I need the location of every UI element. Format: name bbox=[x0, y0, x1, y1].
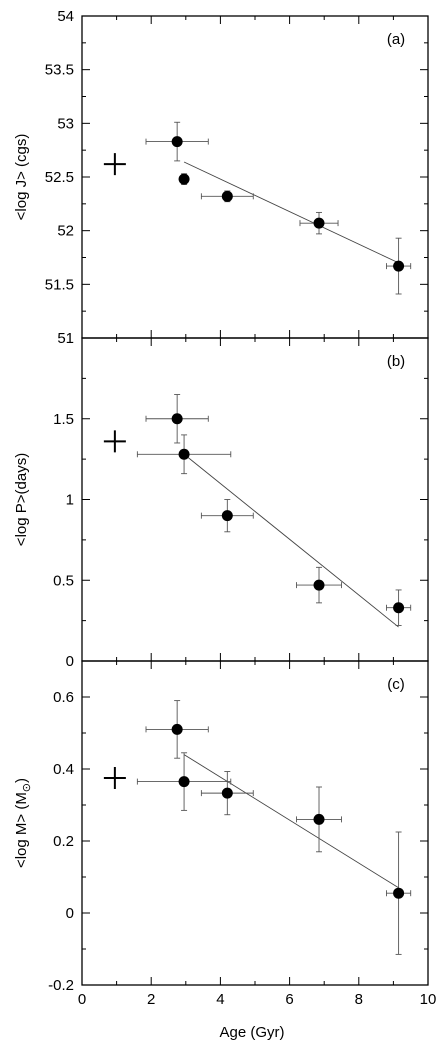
panel-label: (b) bbox=[387, 353, 405, 370]
plot-frame bbox=[81, 337, 429, 662]
y-tick-label: 51 bbox=[57, 330, 74, 347]
x-tick-label: 2 bbox=[147, 991, 155, 1008]
data-point bbox=[393, 602, 405, 614]
y-tick-label: 0.6 bbox=[53, 689, 74, 706]
data-point bbox=[221, 787, 233, 799]
x-tick-label: 10 bbox=[420, 991, 437, 1008]
y-tick-label: -0.2 bbox=[48, 977, 74, 994]
data-point bbox=[221, 190, 233, 202]
y-tick-label: 53 bbox=[57, 115, 74, 132]
y-tick-label: 0.2 bbox=[53, 833, 74, 850]
y-tick-label: 53.5 bbox=[45, 62, 74, 79]
data-point bbox=[178, 776, 190, 788]
data-point bbox=[171, 413, 183, 425]
data-point bbox=[393, 260, 405, 272]
y-axis-label-tail: ) bbox=[13, 778, 30, 783]
fit-line bbox=[183, 161, 399, 264]
data-point bbox=[313, 217, 325, 229]
data-point bbox=[178, 448, 190, 460]
y-tick-label: 0 bbox=[66, 653, 74, 670]
x-tick-label: 8 bbox=[355, 991, 363, 1008]
y-tick-label: 52.5 bbox=[45, 169, 74, 186]
data-point bbox=[313, 579, 325, 591]
data-point bbox=[171, 723, 183, 735]
data-point bbox=[313, 813, 325, 825]
y-tick-label: 0.5 bbox=[53, 572, 74, 589]
panel-label: (a) bbox=[387, 31, 405, 48]
data-point bbox=[393, 887, 405, 899]
x-tick-label: 6 bbox=[285, 991, 293, 1008]
fit-line bbox=[183, 453, 399, 628]
x-axis-label: Age (Gyr) bbox=[219, 1024, 284, 1041]
plot-frame bbox=[81, 660, 429, 986]
plot-frame bbox=[81, 15, 429, 339]
panel-label: (c) bbox=[387, 676, 405, 693]
data-point bbox=[171, 136, 183, 148]
sun-symbol-icon: ⊙ bbox=[21, 783, 33, 792]
panel-1: 51 51.5 52 52.5 53 53.5 54 <log J> (cgs) (a) bbox=[13, 8, 429, 347]
y-tick-label: 51.5 bbox=[45, 276, 74, 293]
x-tick-label: 0 bbox=[78, 991, 86, 1008]
panel-2: 0 0.5 1 1.5 <log P>(days) (b) bbox=[13, 337, 429, 670]
data-point bbox=[178, 173, 190, 185]
y-tick-label: 0.4 bbox=[53, 761, 74, 778]
y-tick-label: 54 bbox=[57, 8, 74, 25]
y-axis-label: <log M> (M⊙) bbox=[13, 778, 33, 868]
panel-3: -0.200.20.40.60 2 4 6 8 10<log M> (M⊙)(c) bbox=[13, 660, 437, 1008]
y-axis-label: <log P>(days) bbox=[13, 453, 30, 546]
y-tick-label: 1.5 bbox=[53, 411, 74, 428]
y-axis-label: <log J> (cgs) bbox=[13, 134, 30, 221]
x-tick-label: 4 bbox=[216, 991, 224, 1008]
y-tick-label: 0 bbox=[66, 905, 74, 922]
y-tick-label: 1 bbox=[66, 492, 74, 509]
data-point bbox=[221, 510, 233, 522]
fit-line bbox=[183, 754, 399, 889]
y-tick-label: 52 bbox=[57, 223, 74, 240]
